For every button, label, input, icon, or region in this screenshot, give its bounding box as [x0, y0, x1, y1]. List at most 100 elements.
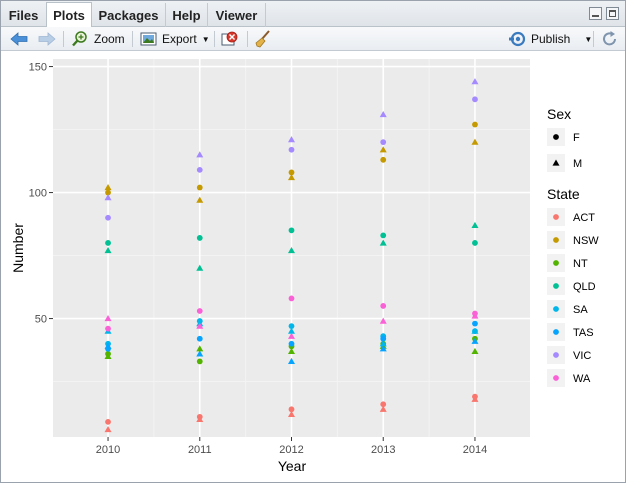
tab-viewer[interactable]: Viewer	[208, 3, 266, 27]
publish-label: Publish	[531, 32, 571, 46]
data-point-qld-m	[471, 221, 479, 228]
legend-label-state: NT	[573, 258, 588, 270]
legend-label-sex: F	[573, 132, 580, 144]
data-point-nsw-m	[104, 184, 112, 191]
data-point-qld-f	[105, 240, 111, 246]
tab-packages[interactable]: Packages	[92, 3, 166, 27]
export-dropdown-icon: ▼	[201, 34, 210, 44]
data-point-qld-f	[196, 235, 203, 241]
remove-plot-button[interactable]	[221, 27, 239, 51]
data-point-qld-m	[104, 247, 112, 254]
legend-key-nt	[553, 260, 559, 266]
tab-help-label: Help	[172, 7, 201, 23]
x-tick-label: 2012	[279, 444, 303, 456]
data-point-qld-f	[380, 232, 387, 239]
y-tick-label: 150	[29, 62, 47, 74]
data-point-wa-m	[379, 317, 387, 324]
data-point-wa-m	[471, 312, 479, 319]
tab-help[interactable]: Help	[166, 3, 208, 27]
forward-arrow-icon	[38, 32, 56, 46]
data-point-tas-m	[379, 345, 387, 352]
data-point-nsw-f	[288, 169, 295, 176]
data-point-tas-f	[472, 320, 478, 327]
plot-viewer: 2010 2011 2012 2013 2014 50 100 150 Year Number…	[1, 51, 625, 482]
legend-label-state: WA	[573, 373, 591, 385]
data-point-nsw-m	[196, 196, 204, 203]
zoom-icon	[72, 31, 87, 47]
data-point-nsw-m	[288, 173, 295, 181]
legend-key-qld	[553, 283, 559, 289]
refresh-button[interactable]	[601, 27, 619, 51]
data-point-sa-m	[288, 327, 295, 334]
previous-plot-button[interactable]	[9, 27, 29, 51]
data-point-tas-m	[288, 357, 295, 365]
legend-key-sa	[553, 306, 559, 312]
legend-key-circle	[553, 134, 559, 140]
tab-plots-label: Plots	[53, 8, 85, 23]
zoom-label: Zoom	[94, 32, 125, 46]
data-point-wa-f	[380, 303, 387, 309]
legend-key-triangle	[552, 159, 560, 166]
tab-files[interactable]: Files	[1, 3, 47, 27]
export-menu-button[interactable]: Export ▼	[140, 27, 210, 51]
publish-button[interactable]: Publish ▼	[509, 27, 592, 51]
data-point-vic-f	[105, 214, 111, 221]
refresh-icon	[603, 31, 616, 46]
data-point-vic-f	[288, 146, 295, 153]
data-point-tas-m	[196, 350, 204, 357]
back-arrow-icon	[10, 32, 28, 46]
data-point-tas-f	[288, 340, 295, 347]
x-tick-label: 2013	[371, 444, 395, 456]
data-point-vic-f	[196, 166, 203, 173]
x-tick-label: 2011	[188, 444, 212, 456]
y-tick-label: 50	[35, 314, 47, 326]
data-point-act-m	[104, 425, 112, 433]
x-tick-label: 2014	[463, 444, 487, 456]
tab-plots[interactable]: Plots	[46, 2, 92, 28]
legend-label-state: VIC	[573, 350, 591, 362]
legend-key-tas	[553, 329, 559, 335]
tab-viewer-label: Viewer	[215, 7, 258, 23]
data-point-nsw-f	[196, 184, 203, 191]
data-point-sa-f	[288, 323, 295, 330]
data-point-nt-m	[104, 352, 112, 359]
data-point-act-f	[105, 418, 111, 425]
data-point-nsw-f	[380, 156, 387, 163]
clear-all-plots-button[interactable]	[254, 27, 272, 51]
data-point-sa-m	[379, 340, 387, 347]
legend-label-state: QLD	[573, 281, 596, 293]
remove-plot-icon	[221, 31, 238, 46]
broom-icon	[255, 30, 270, 48]
scatter-plot: 2010 2011 2012 2013 2014 50 100 150 Year Number…	[10, 59, 599, 474]
legend-label-state: ACT	[573, 212, 595, 224]
data-point-vic-m	[471, 78, 479, 85]
legend-title-state: State	[547, 186, 580, 202]
zoom-button[interactable]: Zoom	[71, 27, 125, 51]
maximize-pane-button[interactable]	[606, 7, 619, 20]
data-point-act-f	[380, 401, 387, 408]
data-point-nsw-m	[471, 138, 479, 145]
data-point-nsw-m	[379, 146, 387, 153]
data-point-wa-f	[105, 325, 111, 332]
export-icon	[140, 32, 157, 46]
publish-dropdown-icon[interactable]: ▼	[584, 34, 593, 44]
data-point-nsw-f	[105, 189, 111, 196]
data-point-wa-f	[196, 308, 203, 314]
data-point-tas-f	[196, 335, 203, 342]
data-point-act-m	[288, 410, 295, 417]
data-point-qld-f	[288, 227, 295, 234]
plots-toolbar: Zoom Export ▼	[1, 27, 625, 51]
y-tick-label: 100	[29, 188, 47, 200]
data-point-wa-m	[196, 322, 204, 329]
next-plot-button[interactable]	[37, 27, 57, 51]
minimize-pane-button[interactable]	[589, 7, 602, 20]
data-point-wa-f	[288, 295, 295, 302]
data-point-vic-f	[472, 96, 478, 103]
data-point-nt-f	[196, 358, 203, 365]
tab-files-label: Files	[8, 7, 39, 23]
data-point-wa-m	[104, 315, 112, 322]
data-point-nsw-f	[472, 121, 478, 128]
legend-label-state: TAS	[573, 327, 594, 339]
legend-label-state: NSW	[573, 235, 599, 247]
